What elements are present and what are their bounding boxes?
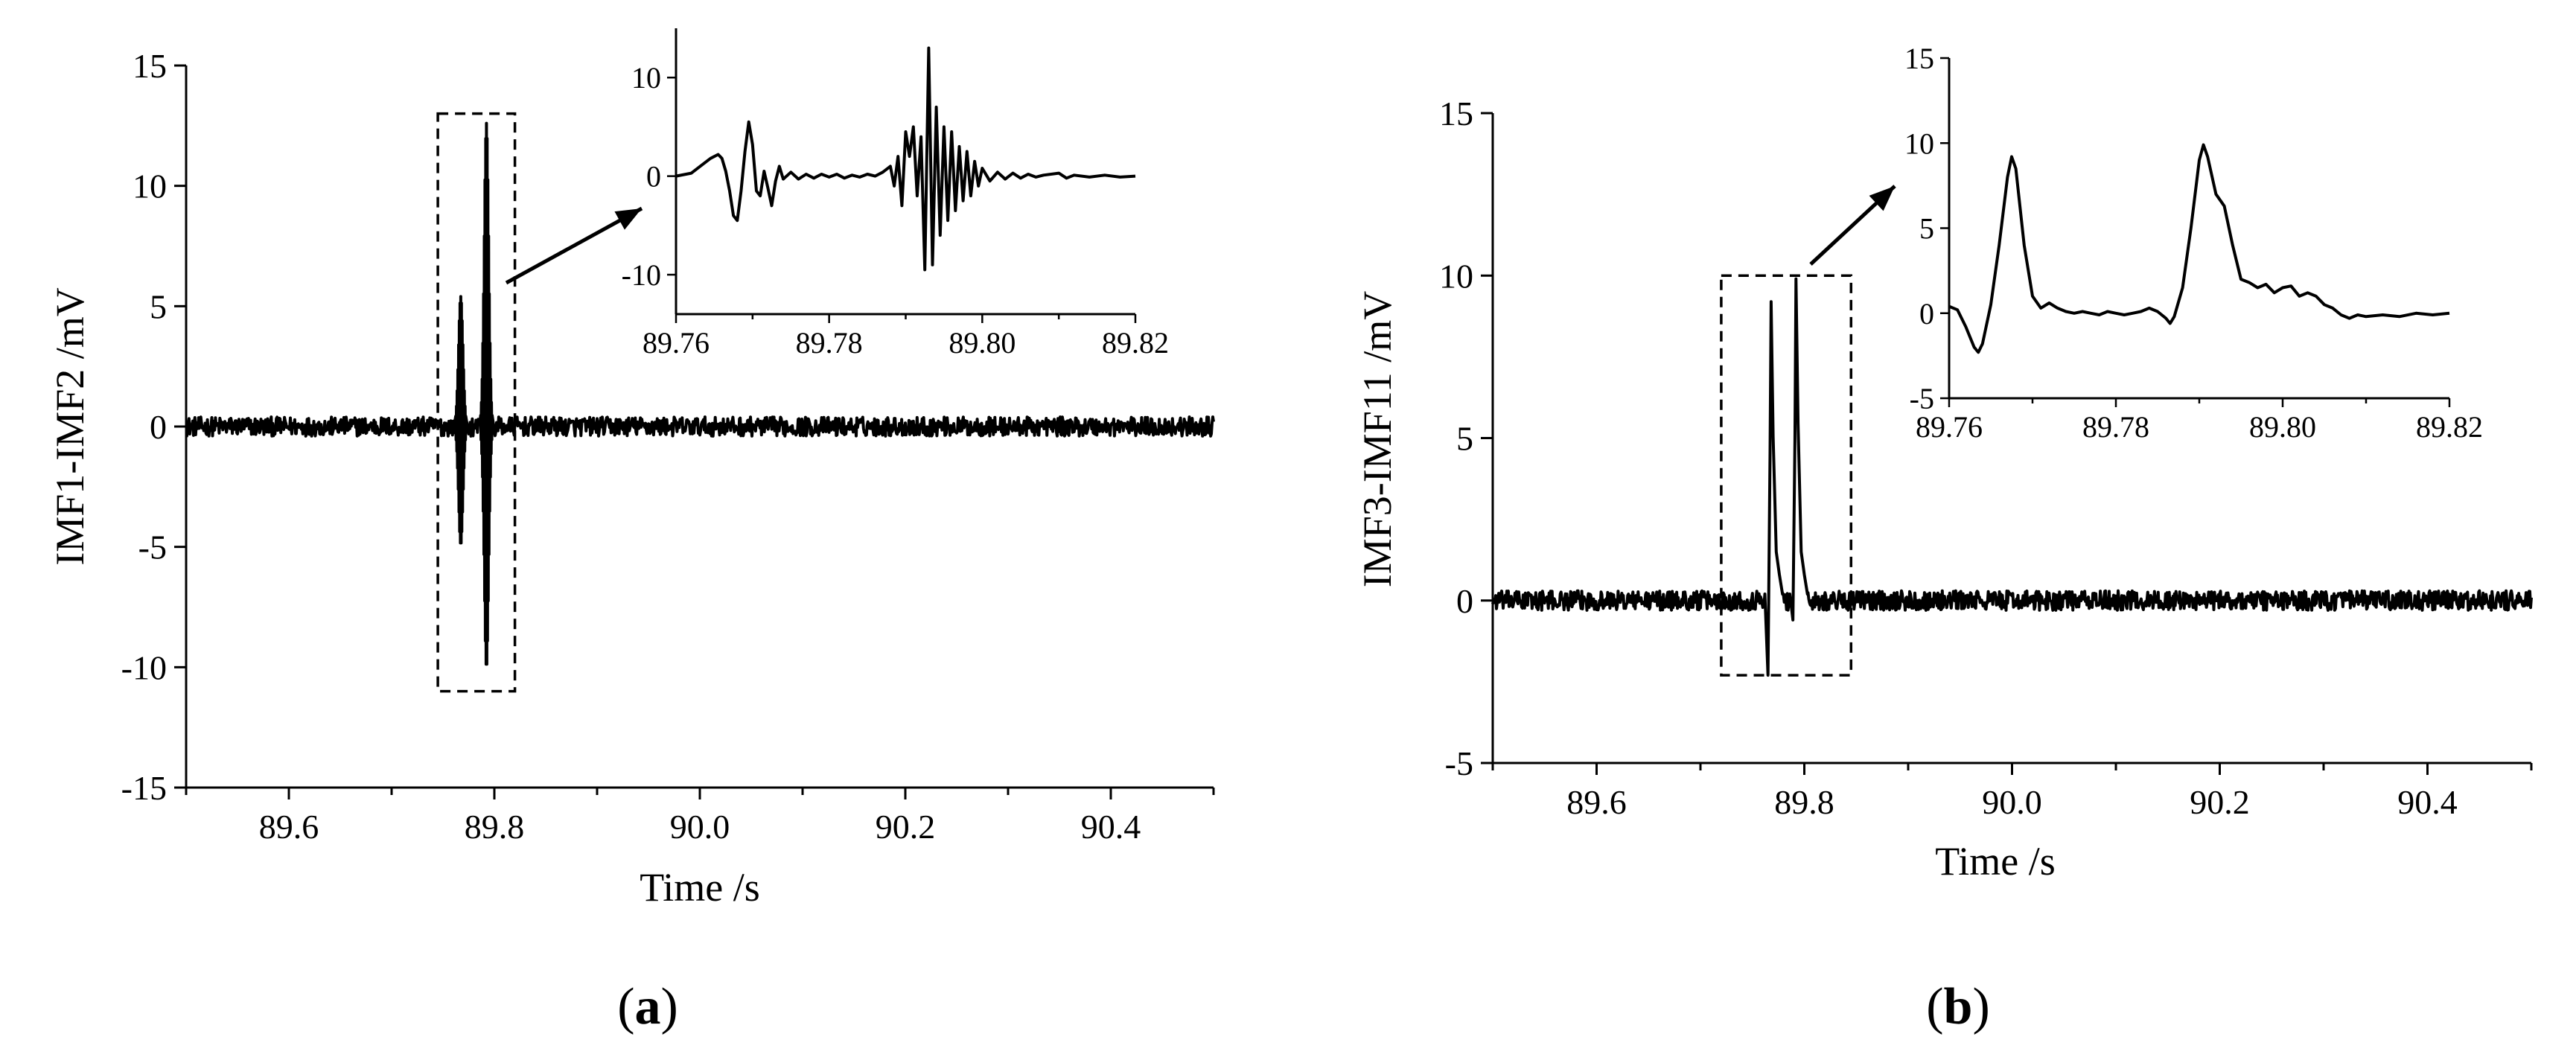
inset-y-tick-label: 15 (1904, 42, 1934, 75)
x-tick-label: 89.6 (1566, 783, 1627, 821)
y-tick-label: -10 (121, 648, 167, 686)
y-tick-label: -5 (1445, 744, 1473, 782)
zoom-arrow-line (505, 206, 643, 285)
inset-y-tick-label: 0 (646, 160, 661, 194)
inset-chart: -5 0 5 10 15 89.76 89.78 89.80 89.82 (1904, 42, 2483, 444)
inset-x-tick-label: 89.80 (949, 326, 1016, 360)
y-tick-label: 10 (1439, 257, 1473, 295)
x-tick-label: 90.4 (1081, 808, 1141, 846)
inset-x-tick-label: 89.80 (2249, 410, 2316, 444)
y-tick-label: 15 (133, 47, 167, 85)
inset-signal-line (675, 46, 1136, 272)
inset-chart: -10 0 10 89.76 89.78 89.80 89.82 (622, 28, 1169, 360)
panel-label-open: ( (1926, 978, 1943, 1035)
inset-x-tick-label: 89.76 (643, 326, 710, 360)
inset-x-tick-label: 89.82 (1102, 326, 1169, 360)
y-axis-title: IMF3-IMF11 /mV (1355, 291, 1400, 588)
inset-y-tick-label: -10 (622, 258, 661, 292)
x-tick-label: 90.0 (670, 808, 730, 846)
zoom-region-box (436, 112, 517, 693)
y-tick-label: 0 (1456, 582, 1473, 620)
x-tick-label: 89.8 (1774, 783, 1834, 821)
x-tick-label: 89.6 (259, 808, 319, 846)
x-axis-title: Time /s (1935, 839, 2056, 884)
y-tick-label: -15 (121, 769, 167, 807)
x-tick-label: 90.2 (2190, 783, 2250, 821)
inset-signal-line (1948, 143, 2450, 354)
x-tick-label: 90.0 (1982, 783, 2042, 821)
y-axis-title: IMF1-IMF2 /mV (48, 287, 92, 566)
y-tick-label: 5 (150, 287, 167, 325)
x-axis-title: Time /s (640, 865, 760, 910)
inset-x-tick-label: 89.78 (2082, 410, 2149, 444)
y-tick-label: 15 (1439, 95, 1473, 132)
inset-y-tick-label: 5 (1919, 212, 1934, 246)
chart-panel-a: -15 -10 -5 0 5 10 15 89.6 89.8 90.0 90.2 90.4 Time /… (48, 28, 1215, 1035)
panel-label: (b) (1926, 978, 1990, 1035)
panel-label: (a) (617, 978, 678, 1035)
inset-y-tick-label: 0 (1919, 297, 1934, 331)
y-tick-label: 0 (150, 408, 167, 446)
inset-x-tick-label: 89.82 (2416, 410, 2483, 444)
zoom-region-box (1720, 274, 1853, 677)
panel-label-close: ) (661, 978, 678, 1035)
x-tick-label: 89.8 (465, 808, 525, 846)
chart-panel-b: -5 0 5 10 15 89.6 89.8 90.0 90.2 90.4 Time /s IMF3-… (1355, 42, 2533, 1035)
panel-label-letter: b (1944, 978, 1973, 1035)
inset-y-tick-label: 10 (1904, 127, 1934, 160)
panel-label-open: ( (617, 978, 634, 1035)
inset-y-tick-label: 10 (631, 61, 661, 95)
y-tick-label: 10 (133, 167, 167, 205)
x-tick-label: 90.4 (2397, 783, 2458, 821)
signal-line (1491, 277, 2533, 677)
inset-y-tick-label: -5 (1910, 382, 1934, 415)
panel-label-close: ) (1972, 978, 1989, 1035)
signal-line (185, 121, 1215, 666)
y-tick-label: 5 (1456, 420, 1473, 458)
zoom-arrow-head (614, 208, 642, 230)
inset-x-tick-label: 89.76 (1916, 410, 1983, 444)
inset-x-tick-label: 89.78 (796, 326, 863, 360)
y-tick-label: -5 (138, 529, 167, 566)
zoom-arrow-head (1869, 186, 1895, 211)
x-tick-label: 90.2 (876, 808, 936, 846)
panel-label-letter: a (635, 978, 661, 1035)
